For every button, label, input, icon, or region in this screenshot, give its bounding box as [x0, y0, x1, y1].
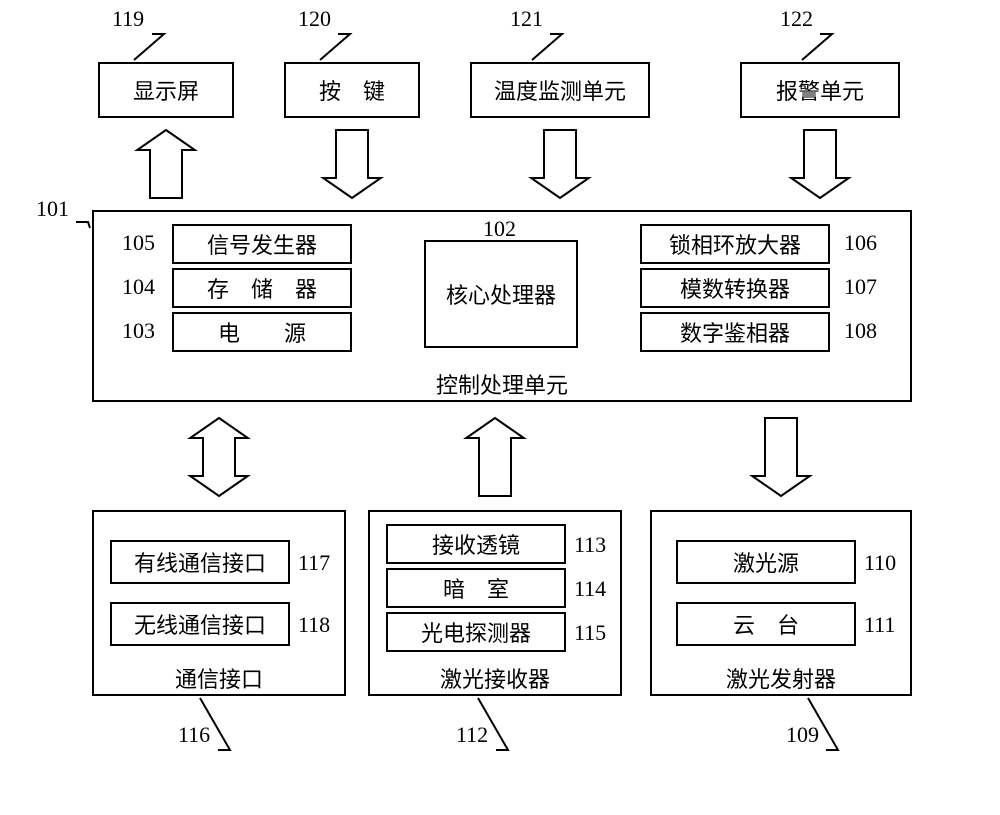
block-diagram: 显示屏按 键温度监测单元报警单元119120121122控制处理单元信号发生器存…	[0, 0, 1000, 815]
block-arrow	[0, 0, 1000, 815]
